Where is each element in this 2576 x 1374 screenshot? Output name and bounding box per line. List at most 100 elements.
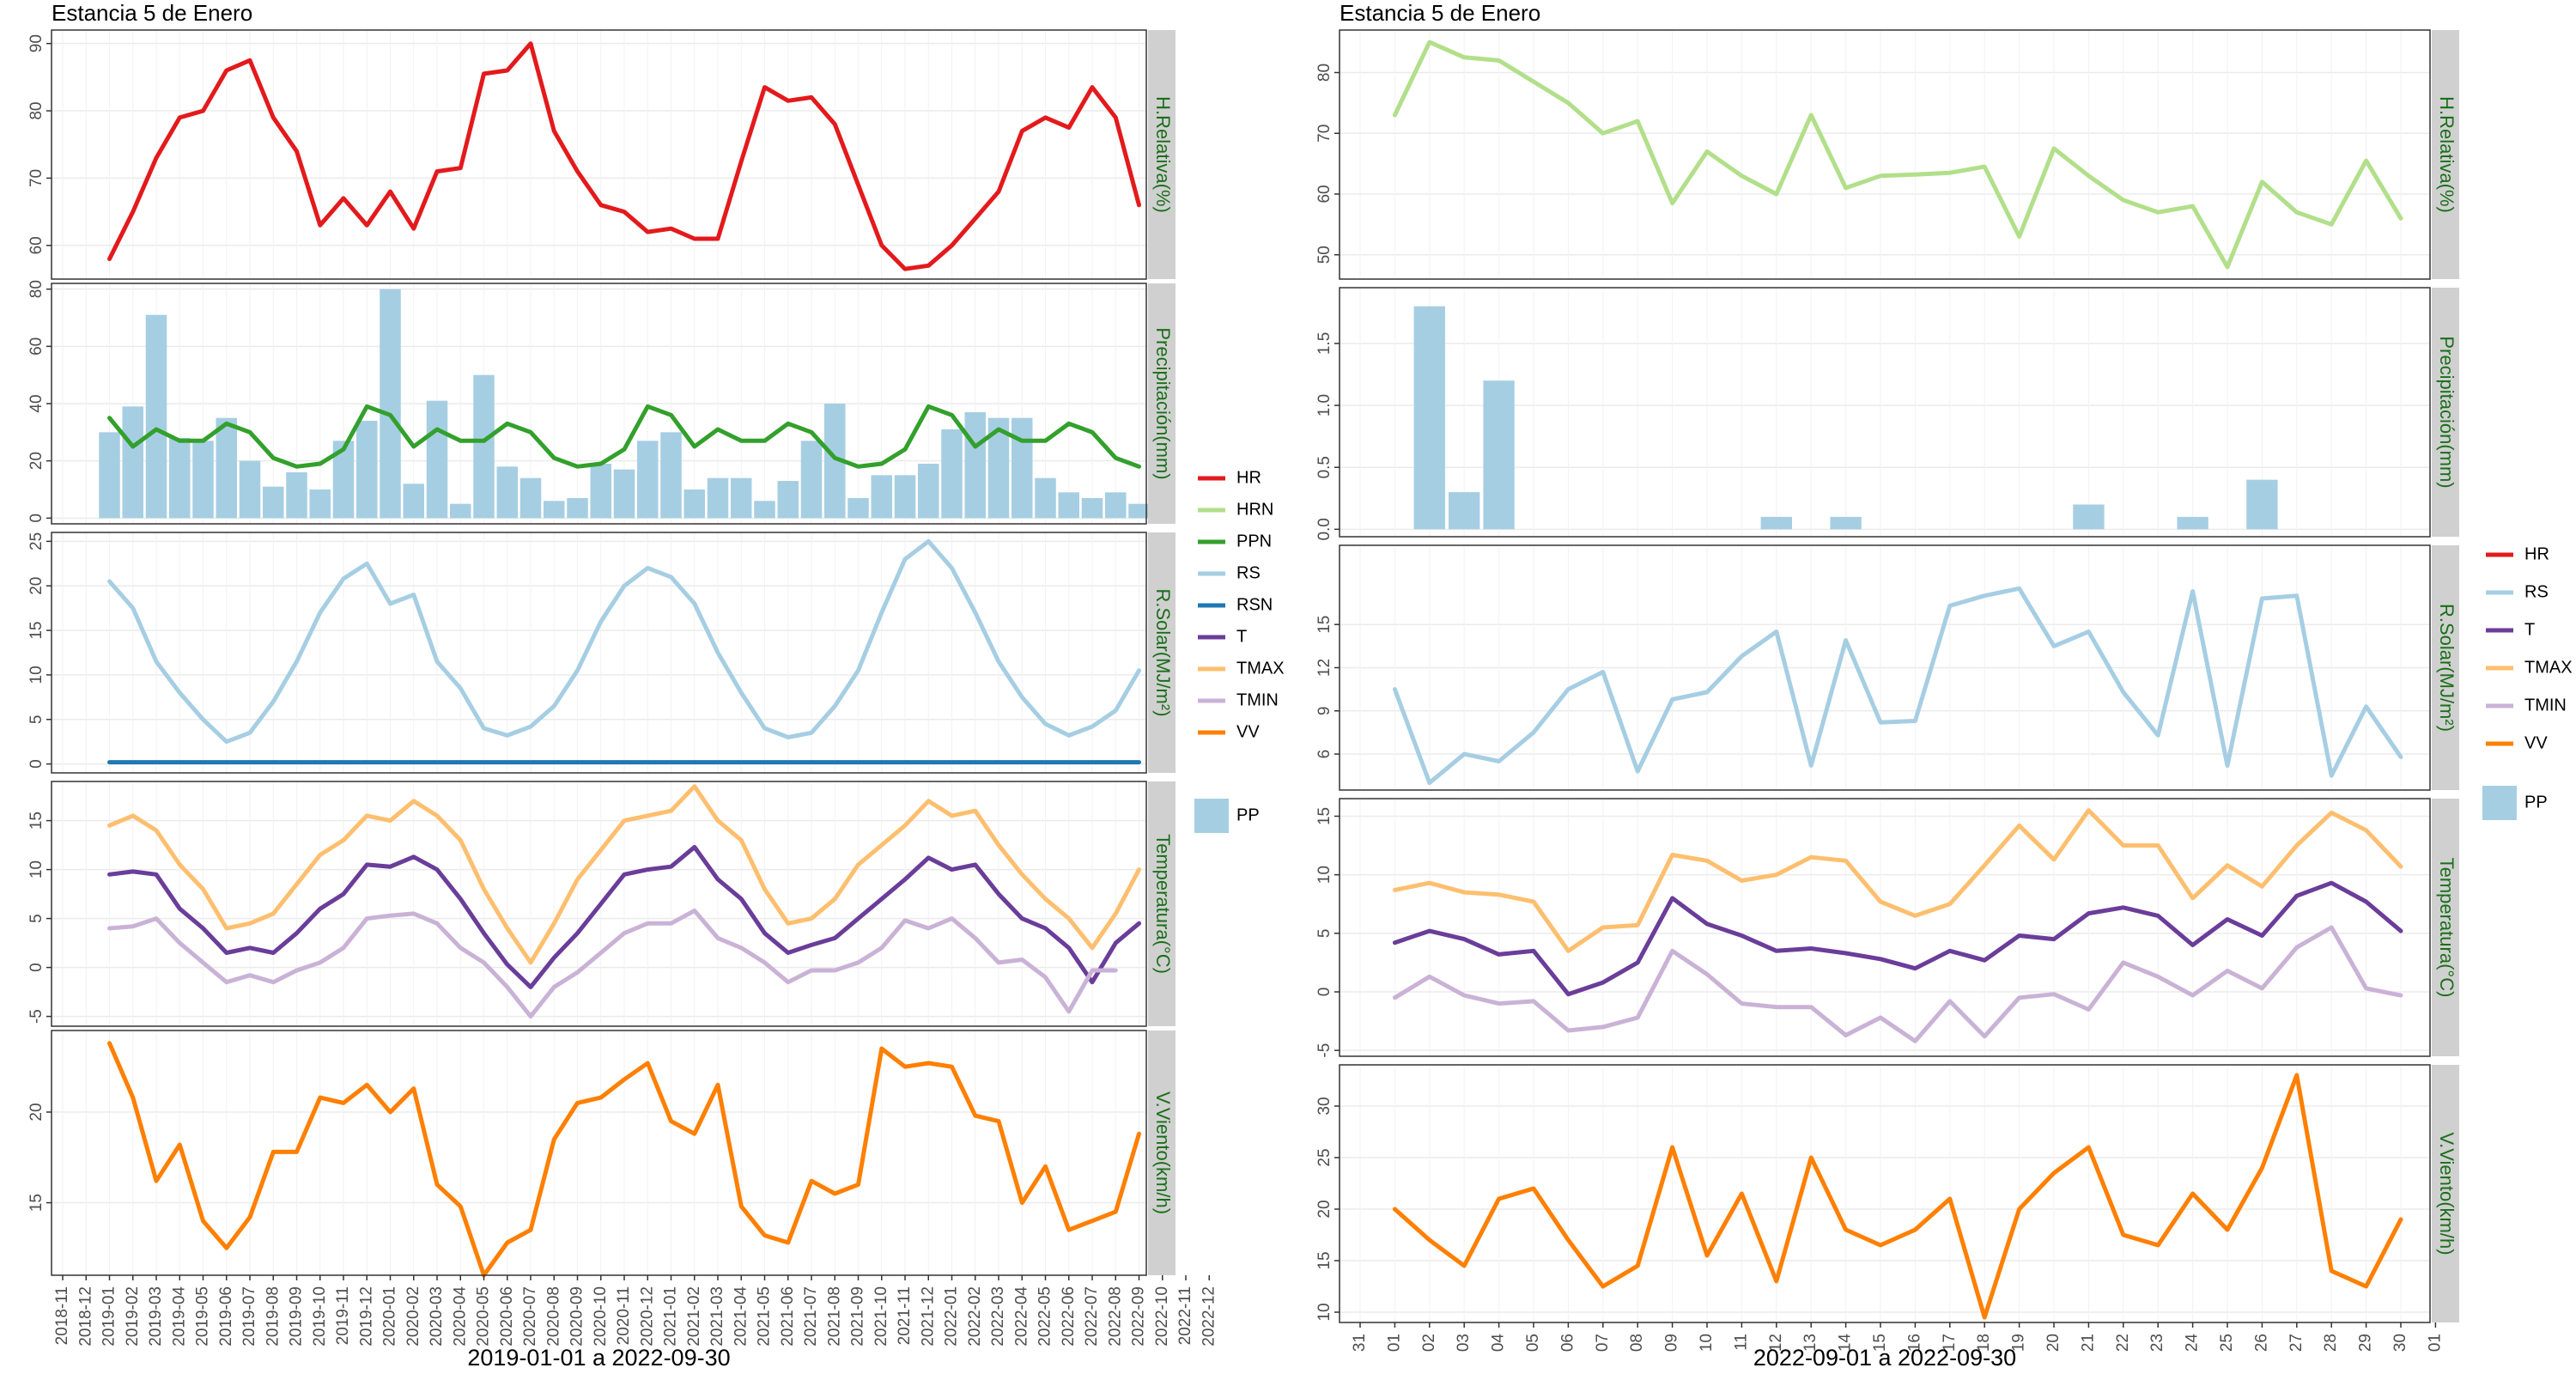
x-tick-label: 26 <box>2252 1334 2270 1352</box>
bar-PP <box>519 477 542 519</box>
facet-strip <box>1148 30 1176 279</box>
x-tick-label: 2021-07 <box>802 1286 820 1347</box>
bar-PP <box>567 498 588 519</box>
x-tick-label: 18 <box>1975 1334 1993 1352</box>
y-tick-label: 1.0 <box>1315 394 1334 416</box>
y-tick-label: 20 <box>27 1103 46 1121</box>
y-tick-label: 20 <box>27 577 46 595</box>
x-tick-label: 2020-12 <box>638 1286 656 1347</box>
bar-PP <box>192 441 214 519</box>
bar-PP <box>590 464 612 519</box>
y-tick-label: 0.5 <box>1315 456 1334 478</box>
x-tick-label: 2022-10 <box>1153 1286 1171 1347</box>
y-tick-label: 9 <box>1315 707 1334 716</box>
series-line-VV <box>107 1041 1141 1278</box>
legend-label-TMIN: TMIN <box>1236 690 1279 709</box>
x-tick-label: 2020-10 <box>592 1286 610 1347</box>
chart-monthly: 60 70 80 90 H.Relativa(%) 0 20 40 60 80 Precipitac… <box>27 29 1285 1371</box>
series-line-T <box>107 844 1141 989</box>
legend-label-HRN: HRN <box>1236 500 1273 519</box>
facet-strip <box>1148 283 1176 524</box>
bar-PP <box>1081 498 1103 519</box>
facet-panel-pp: 0 20 40 60 80 Precipitación(mm) <box>27 280 1176 525</box>
x-tick-label: 09 <box>1663 1334 1681 1352</box>
legend-label-HR: HR <box>2524 544 2549 563</box>
x-tick-label: 24 <box>2184 1334 2202 1353</box>
bar-PP <box>613 469 635 519</box>
y-tick-label: 0 <box>27 963 46 972</box>
bar-PP <box>707 477 729 519</box>
legend: HR HRN PPN RS RSN T TMAX TMIN VV PP <box>1194 468 1285 833</box>
y-tick-label: 1.5 <box>1315 332 1334 355</box>
y-tick-label: -5 <box>1315 1043 1334 1058</box>
x-axis-title: 2022-09-01 a 2022-09-30 <box>1753 1345 2016 1371</box>
facet-panel-rs: 6 9 12 15 R.Solar(MJ/m²) <box>1315 544 2459 791</box>
legend-label-VV: VV <box>2524 733 2548 752</box>
facet-panel-rs: 0 5 10 15 20 25 R.Solar(MJ/m²) <box>27 532 1176 774</box>
x-tick-label: 2019-03 <box>147 1286 165 1347</box>
x-tick-label: 2020-08 <box>544 1286 562 1347</box>
bar-PP <box>636 441 659 519</box>
legend-label-T: T <box>2524 620 2535 639</box>
x-tick-label: 2019-10 <box>311 1286 329 1347</box>
y-tick-label: 80 <box>27 101 46 119</box>
bar-PP <box>1128 503 1150 519</box>
x-tick-label: 07 <box>1594 1334 1612 1352</box>
x-tick-label: 2021-10 <box>872 1286 890 1347</box>
bar-PP <box>1483 380 1515 530</box>
facet-panel-t: -5 0 5 10 15 Temperatura(°C) <box>1315 798 2459 1058</box>
x-tick-label: 2021-08 <box>825 1286 843 1347</box>
legend-label-RS: RS <box>1236 563 1261 582</box>
x-tick-label: 2020-01 <box>381 1286 399 1347</box>
x-tick-label: 2022-02 <box>966 1286 984 1347</box>
x-tick-label: 2022-06 <box>1060 1286 1078 1347</box>
x-tick-label: 25 <box>2218 1334 2236 1352</box>
y-tick-label: 15 <box>27 812 46 830</box>
bar-PP <box>380 289 401 519</box>
x-tick-label: 2021-06 <box>779 1286 797 1347</box>
x-tick-label: 2019-11 <box>334 1286 352 1345</box>
bar-PP <box>848 498 869 519</box>
facet-strip-label: R.Solar(MJ/m²) <box>2436 604 2458 732</box>
panel-border <box>1339 1064 2431 1323</box>
panel-border <box>1339 798 2431 1057</box>
bar-PP <box>262 486 284 519</box>
x-tick-label: 01 <box>2426 1334 2444 1352</box>
x-tick-label: 27 <box>2287 1334 2306 1352</box>
x-tick-label: 01 <box>1385 1334 1403 1352</box>
bar-PP <box>1830 516 1862 530</box>
y-tick-label: 15 <box>1315 1251 1334 1269</box>
bar-PP <box>1760 516 1792 530</box>
bar-PP <box>355 421 378 519</box>
series-line-TMAX <box>1392 808 2403 953</box>
panel-border <box>1339 287 2431 538</box>
x-tick-label: 2020-06 <box>498 1286 516 1347</box>
facet-panel-vv: 15 20 V.Viento(km/h) <box>27 1030 1176 1278</box>
x-tick-label: 31 <box>1351 1334 1369 1352</box>
bar-PP <box>122 406 144 519</box>
x-tick-label: 23 <box>2148 1334 2166 1352</box>
y-tick-label: 0.0 <box>1315 518 1334 540</box>
legend-label-TMIN: TMIN <box>2524 696 2567 714</box>
y-tick-label: 30 <box>1315 1097 1334 1115</box>
legend-swatch-PP <box>1194 799 1229 833</box>
bar-PP <box>1413 306 1445 530</box>
series-line-TMIN <box>1392 925 2403 1043</box>
panel-border <box>51 781 1147 1027</box>
y-tick-label: 70 <box>1315 125 1334 143</box>
bar-PP <box>286 472 307 519</box>
facet-strip <box>2432 799 2459 1056</box>
y-tick-label: 0 <box>1315 988 1334 997</box>
bar-PP <box>2177 516 2208 530</box>
x-tick-label: 2019-04 <box>170 1286 188 1347</box>
bar-PP <box>941 429 963 519</box>
x-tick-label: 10 <box>1698 1334 1716 1352</box>
x-tick-label: 30 <box>2391 1334 2409 1352</box>
bar-PP <box>496 466 519 519</box>
facet-strip <box>2432 545 2459 790</box>
panel-border <box>51 532 1147 774</box>
legend-label-PP: PP <box>2524 793 2548 812</box>
x-tick-label: 2021-01 <box>662 1286 680 1347</box>
x-tick-label: 2021-11 <box>896 1286 914 1345</box>
